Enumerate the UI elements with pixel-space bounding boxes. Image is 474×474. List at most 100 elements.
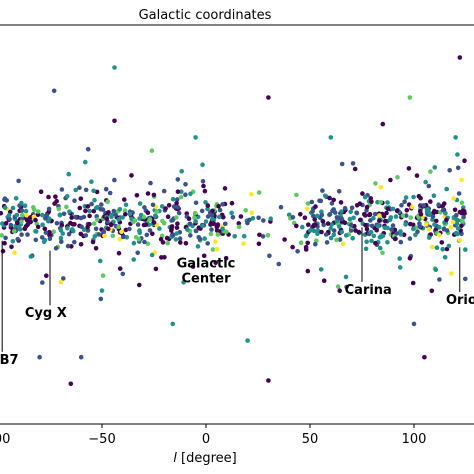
data-point: [362, 194, 368, 200]
data-point: [129, 173, 134, 178]
data-point: [94, 217, 100, 222]
data-point: [175, 221, 180, 226]
data-point: [150, 202, 156, 208]
data-point: [169, 226, 174, 231]
data-point: [40, 212, 45, 218]
data-point: [317, 198, 322, 204]
data-point: [100, 207, 106, 212]
data-point: [99, 288, 105, 293]
data-point: [369, 223, 375, 229]
data-point: [256, 241, 262, 247]
data-point: [451, 196, 457, 201]
data-point: [393, 214, 399, 219]
annotation-label: Carina: [345, 283, 392, 298]
data-point: [14, 220, 20, 226]
data-point: [448, 225, 454, 230]
x-axis-label-unit: [degree]: [177, 451, 237, 466]
data-point: [176, 210, 182, 216]
data-point: [439, 240, 445, 245]
data-point: [215, 232, 221, 237]
x-tick-label: 50: [302, 432, 319, 447]
data-point: [348, 222, 354, 228]
data-point: [428, 169, 433, 174]
data-point: [318, 267, 324, 272]
data-point: [388, 215, 394, 220]
data-point: [111, 208, 117, 214]
data-point: [354, 203, 360, 208]
data-point: [372, 211, 378, 217]
data-point: [381, 214, 387, 219]
data-point: [210, 247, 216, 252]
data-point: [147, 228, 153, 233]
data-point: [3, 221, 9, 226]
data-point: [135, 250, 140, 256]
data-point: [83, 233, 89, 238]
data-point: [331, 197, 337, 203]
data-point: [236, 221, 242, 226]
annotation-label: Orion: [446, 293, 474, 308]
data-point: [426, 235, 432, 240]
data-point: [127, 226, 132, 232]
data-point: [362, 213, 368, 218]
data-point: [389, 227, 394, 232]
data-point: [73, 187, 78, 193]
data-point: [397, 265, 403, 270]
data-point: [193, 200, 199, 206]
data-point: [170, 321, 175, 327]
data-point: [349, 205, 355, 211]
data-point: [141, 214, 147, 220]
data-point: [303, 244, 309, 250]
data-point: [208, 222, 214, 227]
data-point: [91, 188, 96, 194]
data-point: [33, 237, 39, 243]
data-point: [162, 254, 167, 260]
data-point: [394, 208, 400, 214]
data-point: [459, 200, 465, 205]
data-point: [421, 203, 427, 208]
data-point: [181, 280, 186, 285]
data-point: [336, 224, 342, 229]
data-point: [328, 226, 334, 231]
data-point: [434, 209, 440, 215]
data-point: [430, 214, 436, 219]
data-point: [368, 196, 374, 201]
data-point: [382, 218, 388, 224]
data-point: [411, 194, 416, 200]
data-point: [307, 228, 313, 233]
data-point: [200, 223, 205, 228]
data-point: [3, 235, 8, 241]
data-point: [236, 224, 242, 230]
data-point: [339, 229, 345, 235]
data-point: [437, 225, 442, 230]
data-point: [215, 222, 221, 227]
data-point: [374, 227, 380, 233]
data-point: [15, 236, 20, 242]
annotation-label: Center: [181, 271, 231, 286]
data-point: [137, 201, 143, 206]
data-point: [67, 209, 72, 214]
data-point: [266, 378, 271, 383]
data-point: [104, 216, 110, 222]
data-point: [415, 229, 420, 234]
data-point: [243, 208, 248, 213]
data-point: [320, 219, 326, 224]
data-point: [210, 208, 215, 214]
data-point: [8, 222, 14, 228]
data-point: [35, 224, 41, 230]
data-point: [105, 199, 110, 205]
data-point: [337, 216, 343, 221]
data-point: [305, 240, 311, 246]
data-point: [397, 256, 403, 261]
data-point: [121, 234, 126, 240]
data-point: [393, 236, 398, 241]
data-point: [105, 226, 111, 232]
data-point: [368, 229, 374, 235]
data-point: [310, 209, 315, 214]
data-point: [28, 219, 33, 225]
data-point: [19, 219, 24, 225]
data-point: [28, 215, 33, 220]
data-point: [203, 219, 209, 224]
data-point: [159, 204, 165, 209]
data-point: [87, 213, 92, 219]
data-point: [183, 192, 188, 197]
